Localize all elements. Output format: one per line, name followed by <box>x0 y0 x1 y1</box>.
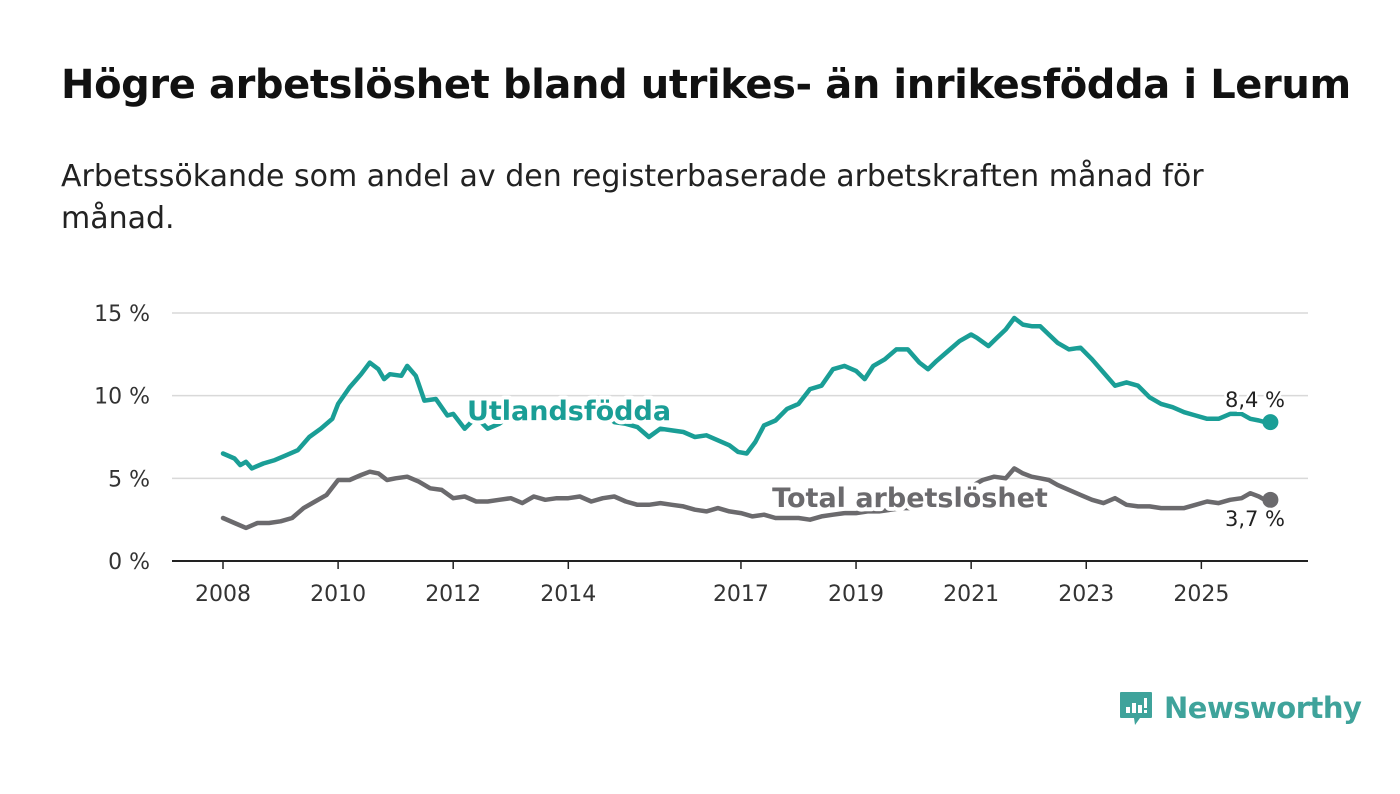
x-tick-label: 2010 <box>310 582 366 607</box>
x-tick-label: 2023 <box>1058 582 1114 607</box>
brand-name: Newsworthy <box>1164 691 1362 725</box>
newsworthy-logo: Newsworthy <box>1118 690 1362 726</box>
y-tick-label: 15 % <box>94 302 150 327</box>
utlandsfodda-end-value: 8,4 % <box>1225 388 1285 412</box>
x-tick-label: 2019 <box>828 582 884 607</box>
utlandsfodda-series-label: Utlandsfödda <box>467 396 671 427</box>
newsworthy-logo-icon <box>1120 692 1152 725</box>
x-tick-label: 2021 <box>943 582 999 607</box>
y-tick-label: 0 % <box>108 550 150 575</box>
x-tick-label: 2012 <box>425 582 481 607</box>
x-tick-label: 2014 <box>540 582 596 607</box>
total-arbetsloshet-line <box>220 466 1273 531</box>
utlandsfodda-end-dot <box>1262 414 1279 431</box>
y-tick-label: 10 % <box>94 385 150 410</box>
chart-subtitle: Arbetssökande som andel av den registerb… <box>61 159 1204 236</box>
y-tick-label: 5 % <box>108 467 150 492</box>
total-arbetsloshet-series-label: Total arbetslöshet <box>772 483 1048 514</box>
chart-title: Högre arbetslöshet bland utrikes- än inr… <box>61 62 1351 108</box>
x-tick-label: 2008 <box>195 582 251 607</box>
total-arbetsloshet-end-dot <box>1262 491 1279 508</box>
x-tick-label: 2025 <box>1173 582 1229 607</box>
utlandsfodda-line <box>220 315 1273 471</box>
x-tick-label: 2017 <box>713 582 769 607</box>
total-arbetsloshet-end-value: 3,7 % <box>1225 507 1285 531</box>
